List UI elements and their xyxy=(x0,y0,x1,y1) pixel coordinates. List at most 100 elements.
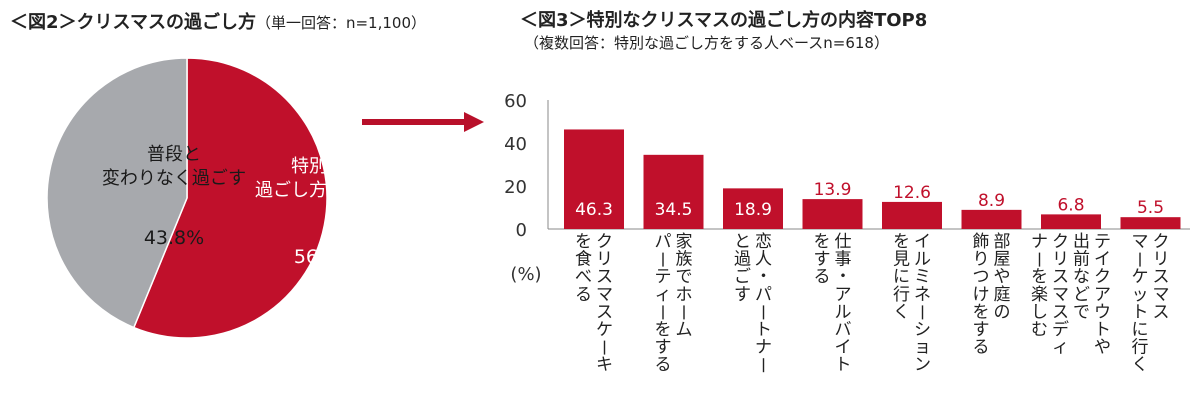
category-label-char: リ xyxy=(596,250,613,270)
bar-value-label: 5.5 xyxy=(1137,198,1164,218)
category-label-char: ト xyxy=(755,320,772,340)
bar-value-label: 8.9 xyxy=(978,191,1005,211)
category-label-char: イ xyxy=(914,232,931,252)
category-label-char: 屋 xyxy=(994,250,1011,270)
bar xyxy=(643,154,704,229)
bar xyxy=(961,209,1022,229)
category-label-char: リ xyxy=(1153,250,1170,270)
bar xyxy=(802,199,863,229)
category-label-char: ア xyxy=(1094,285,1111,305)
pie-slice-label: 変わりなく過ごす xyxy=(102,168,246,189)
category-label-char: べ xyxy=(575,267,592,287)
category-label-char: 庭 xyxy=(994,285,1011,305)
category-label-char: り xyxy=(973,250,990,270)
category-label-char: シ xyxy=(914,320,931,340)
category-label-char: で xyxy=(676,267,693,287)
category-label-char: ス xyxy=(1052,302,1069,322)
category-label-char: 飾 xyxy=(973,232,990,252)
category-label-char: ナ xyxy=(1031,232,1048,252)
category-label-char: や xyxy=(1094,338,1111,358)
bar xyxy=(1120,217,1181,229)
category-label-char: ホ xyxy=(676,285,693,305)
category-label-char: 楽 xyxy=(1031,285,1048,305)
category-label-char: ク xyxy=(596,232,613,252)
category-label-char: テ xyxy=(1094,232,1111,252)
category-label-char: ケ xyxy=(1132,267,1149,287)
y-tick-label: 60 xyxy=(504,91,527,112)
category-label-char: ル xyxy=(835,302,852,322)
category-label-char: を xyxy=(973,302,990,322)
pie-slice xyxy=(46,57,188,329)
category-label-char: ト xyxy=(1132,302,1149,322)
category-label-char: す xyxy=(734,285,751,305)
category-label-char: を xyxy=(893,232,910,252)
category-label-char: 仕 xyxy=(835,232,852,252)
category-label-char: む xyxy=(1031,320,1048,340)
category-label-char: を xyxy=(814,232,831,252)
category-label-char: ど xyxy=(1073,285,1090,305)
connector-arrowhead xyxy=(464,112,484,132)
y-tick-label: 20 xyxy=(504,177,527,198)
category-label-char: 行 xyxy=(893,285,910,305)
category-label-char: ネ xyxy=(914,285,931,305)
category-label-char: す xyxy=(814,250,831,270)
category-label-char: ミ xyxy=(914,267,931,287)
category-label-char: マ xyxy=(1132,232,1149,252)
category-label-char: ・ xyxy=(835,267,852,287)
category-label-char: ィ xyxy=(655,285,672,305)
category-label-char: ス xyxy=(1153,302,1170,322)
category-label-char: ナ xyxy=(755,338,772,358)
category-label-char: ト xyxy=(1094,320,1111,340)
pie-value-label: 43.8% xyxy=(144,227,204,249)
category-label-char: に xyxy=(1132,320,1149,340)
category-label-char: な xyxy=(1073,267,1090,287)
pie-slice-label: 特別な xyxy=(291,156,345,177)
category-label-char: を xyxy=(655,320,672,340)
category-label-char: ・ xyxy=(755,267,772,287)
category-label-char: 行 xyxy=(1132,338,1149,358)
category-label-char: す xyxy=(973,320,990,340)
category-label-char: キ xyxy=(596,355,613,375)
category-label-char: ケ xyxy=(596,320,613,340)
fig3-title: ＜図3＞特別なクリスマスの過ごし方の内容TOP8 xyxy=(520,10,928,31)
category-label-char: る xyxy=(575,285,592,305)
category-label-char: や xyxy=(994,267,1011,287)
category-label-char: る xyxy=(655,355,672,375)
category-label-char: 見 xyxy=(893,250,910,270)
category-label-char: 部 xyxy=(994,232,1011,252)
category-label-char: バ xyxy=(835,320,852,340)
category-label-char: ス xyxy=(596,302,613,322)
category-label-char: パ xyxy=(655,232,672,252)
pie-slice-label: 過ごし方をする xyxy=(255,180,381,201)
category-label-char: ョ xyxy=(914,338,931,358)
category-label-char: ッ xyxy=(1132,285,1149,305)
category-label-char: ア xyxy=(835,285,852,305)
category-label-char: リ xyxy=(1052,250,1069,270)
category-label-char: ク xyxy=(1094,267,1111,287)
category-label-char: く xyxy=(1132,355,1149,375)
category-label-char: を xyxy=(1031,267,1048,287)
category-label-char: ン xyxy=(914,355,931,375)
y-tick-label: 0 xyxy=(516,220,527,241)
category-label-char: 人 xyxy=(755,250,772,270)
pie-slice-label: 普段と xyxy=(147,144,201,165)
category-label-char: つ xyxy=(973,267,990,287)
pie-slice xyxy=(132,57,328,339)
bar xyxy=(882,201,942,229)
category-label-char: ル xyxy=(914,250,931,270)
bar-value-label: 13.9 xyxy=(814,180,852,200)
bar-value-label: 46.3 xyxy=(575,200,613,220)
category-label-char: パ xyxy=(755,285,772,305)
category-label-char: け xyxy=(973,285,990,305)
category-label-char: ム xyxy=(676,320,693,340)
category-label-char: ス xyxy=(1153,267,1170,287)
category-label-char: イ xyxy=(1094,250,1111,270)
category-label-char: ク xyxy=(1052,232,1069,252)
category-label-char: 族 xyxy=(676,250,693,270)
category-label-char: イ xyxy=(835,338,852,358)
category-label-char: マ xyxy=(1052,285,1069,305)
category-label-char: ウ xyxy=(1094,302,1111,322)
category-label-char: 過 xyxy=(734,250,751,270)
